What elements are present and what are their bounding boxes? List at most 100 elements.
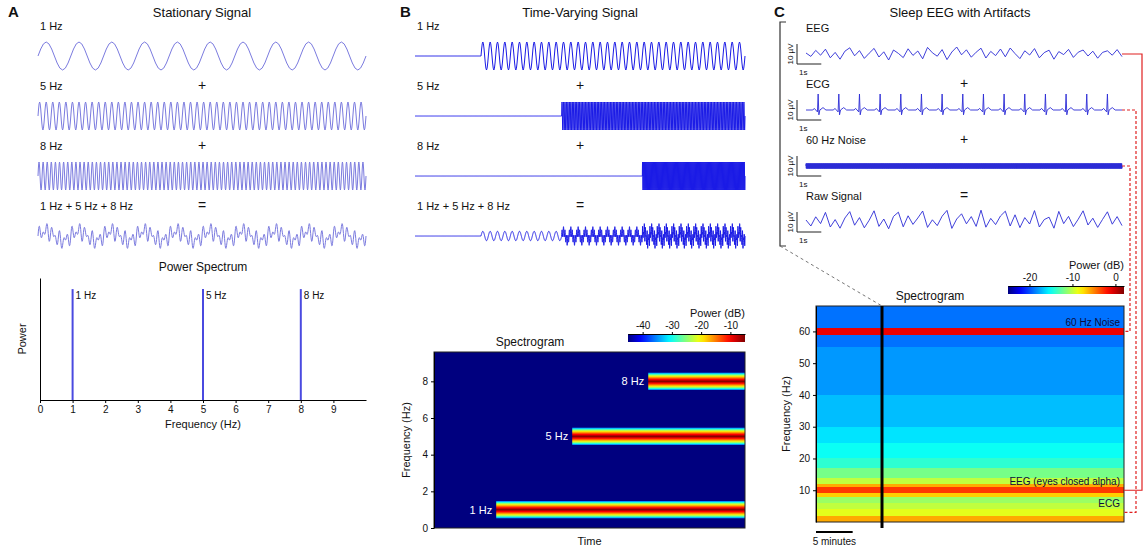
background-cell — [434, 352, 745, 528]
tick-mark — [268, 400, 269, 403]
scale-bar-vertical — [797, 212, 798, 232]
tick-label: -40 — [636, 320, 651, 331]
tick-label: 20 — [799, 453, 811, 464]
traces-panel: CSleep EEG with ArtifactsEEG10 µV1sECG+1… — [774, 3, 1122, 246]
tick-label: 0 — [422, 523, 428, 534]
cell — [816, 395, 1124, 411]
spectrogram-panel: 02468Frequency (Hz)TimeSpectrogram-40-30… — [400, 307, 746, 547]
scale-bar-label: 1s — [799, 124, 807, 133]
axis-line — [1009, 286, 1125, 287]
tick: 1 — [70, 400, 76, 415]
scale-bar-label: 10 µV — [786, 155, 795, 177]
tick: -30 — [665, 320, 680, 334]
trace — [806, 94, 1122, 115]
tick: 60 — [799, 326, 816, 337]
tick: 0 — [1113, 272, 1119, 286]
scale-bar-horizontal — [797, 64, 821, 65]
connector — [1122, 166, 1130, 331]
zoom-connector — [780, 246, 882, 306]
tick-label: 60 — [799, 326, 811, 337]
axis-line — [816, 307, 817, 523]
tick-mark — [431, 381, 434, 382]
tick: 6 — [422, 413, 434, 424]
cell — [816, 379, 1124, 395]
operator: = — [576, 197, 584, 213]
tick-label: 5 — [201, 404, 207, 415]
y-axis — [40, 279, 41, 401]
tick-mark — [105, 400, 106, 403]
panel-title: Stationary Signal — [153, 5, 251, 20]
series-label: 5 Hz — [40, 80, 63, 92]
tick-mark — [1029, 284, 1030, 286]
axis-title: Frequency (Hz) — [165, 418, 241, 430]
tick: -20 — [694, 320, 709, 334]
tick-mark — [672, 332, 673, 334]
figure-canvas: AStationary Signal1 Hz5 Hz+8 Hz+1 Hz + 5… — [0, 0, 1148, 556]
annotation: EEG (eyes closed alpha) — [1009, 476, 1120, 487]
tick-label: 4 — [168, 404, 174, 415]
colorbar-title: Power (dB) — [1069, 259, 1124, 271]
scale-bar-label: 1s — [799, 236, 807, 245]
tick: 5 — [201, 400, 207, 415]
tick: 8 — [422, 376, 434, 387]
waveform — [38, 162, 366, 190]
panel-title: Sleep EEG with Artifacts — [890, 5, 1031, 20]
spectrum-panel: Power Spectrum1 Hz5 Hz8 Hz0123456789Freq… — [16, 260, 367, 430]
scale-bar-vertical — [797, 44, 798, 64]
tick: 10 — [799, 485, 816, 496]
tick-label: 10 — [799, 485, 811, 496]
spectrogram-panel: 102030405060Frequency (Hz)Spectrogram-20… — [780, 259, 1125, 547]
axis-line — [629, 334, 746, 335]
scale-bar-vertical — [797, 156, 798, 176]
figure: AStationary Signal1 Hz5 Hz+8 Hz+1 Hz + 5… — [0, 0, 1148, 556]
cell — [816, 443, 1124, 459]
tick: -10 — [724, 320, 739, 334]
operator: + — [576, 137, 584, 153]
tick-mark — [431, 418, 434, 419]
tick-label: 2 — [103, 404, 109, 415]
tick-label: 4 — [422, 449, 428, 460]
cell — [816, 487, 1124, 493]
sum-label: 1 Hz + 5 Hz + 8 Hz — [417, 200, 510, 212]
sum-waveform — [38, 224, 366, 249]
y-axis: 02468 — [422, 353, 434, 534]
tick-mark — [431, 455, 434, 456]
tick-mark — [813, 331, 816, 332]
tick-mark — [730, 332, 731, 334]
peak — [72, 289, 74, 400]
plot-frame — [816, 306, 1124, 522]
tick-label: 8 — [422, 376, 428, 387]
cell — [816, 411, 1124, 427]
cell — [816, 316, 1124, 329]
tick-label: 0 — [1113, 272, 1119, 283]
tick-label: 3 — [136, 404, 142, 415]
panel-title: Time-Varying Signal — [522, 5, 638, 20]
operator: = — [960, 187, 968, 203]
scale-bar-label: 5 minutes — [813, 536, 856, 547]
tick-label: 50 — [799, 358, 811, 369]
band — [648, 372, 745, 390]
operator: + — [576, 77, 584, 93]
band-label: 1 Hz — [470, 504, 493, 516]
plot-title: Spectrogram — [496, 335, 565, 349]
colorbar-axis: -20-100 — [1009, 272, 1125, 287]
tick-mark — [138, 400, 139, 403]
colorbar — [1008, 286, 1124, 294]
waveform — [415, 42, 745, 70]
scale-bar-vertical — [797, 100, 798, 120]
axis-line — [40, 279, 41, 401]
time-scale-bar — [816, 531, 853, 533]
cell — [816, 516, 1124, 522]
tick: 2 — [103, 400, 109, 415]
waveform-panel: BTime-Varying Signal1 Hz5 Hz+8 Hz+1 Hz +… — [400, 3, 745, 248]
tick-mark — [431, 528, 434, 529]
scale-bar-label: 1s — [799, 68, 807, 77]
tick: 0 — [422, 523, 434, 534]
peak — [300, 289, 302, 400]
tick-mark — [236, 400, 237, 403]
panel-letter: A — [8, 3, 19, 20]
tick-mark — [813, 458, 816, 459]
scale-bar-label: 1s — [799, 180, 807, 189]
tick: 9 — [331, 400, 337, 415]
tick-label: -20 — [1023, 272, 1038, 283]
